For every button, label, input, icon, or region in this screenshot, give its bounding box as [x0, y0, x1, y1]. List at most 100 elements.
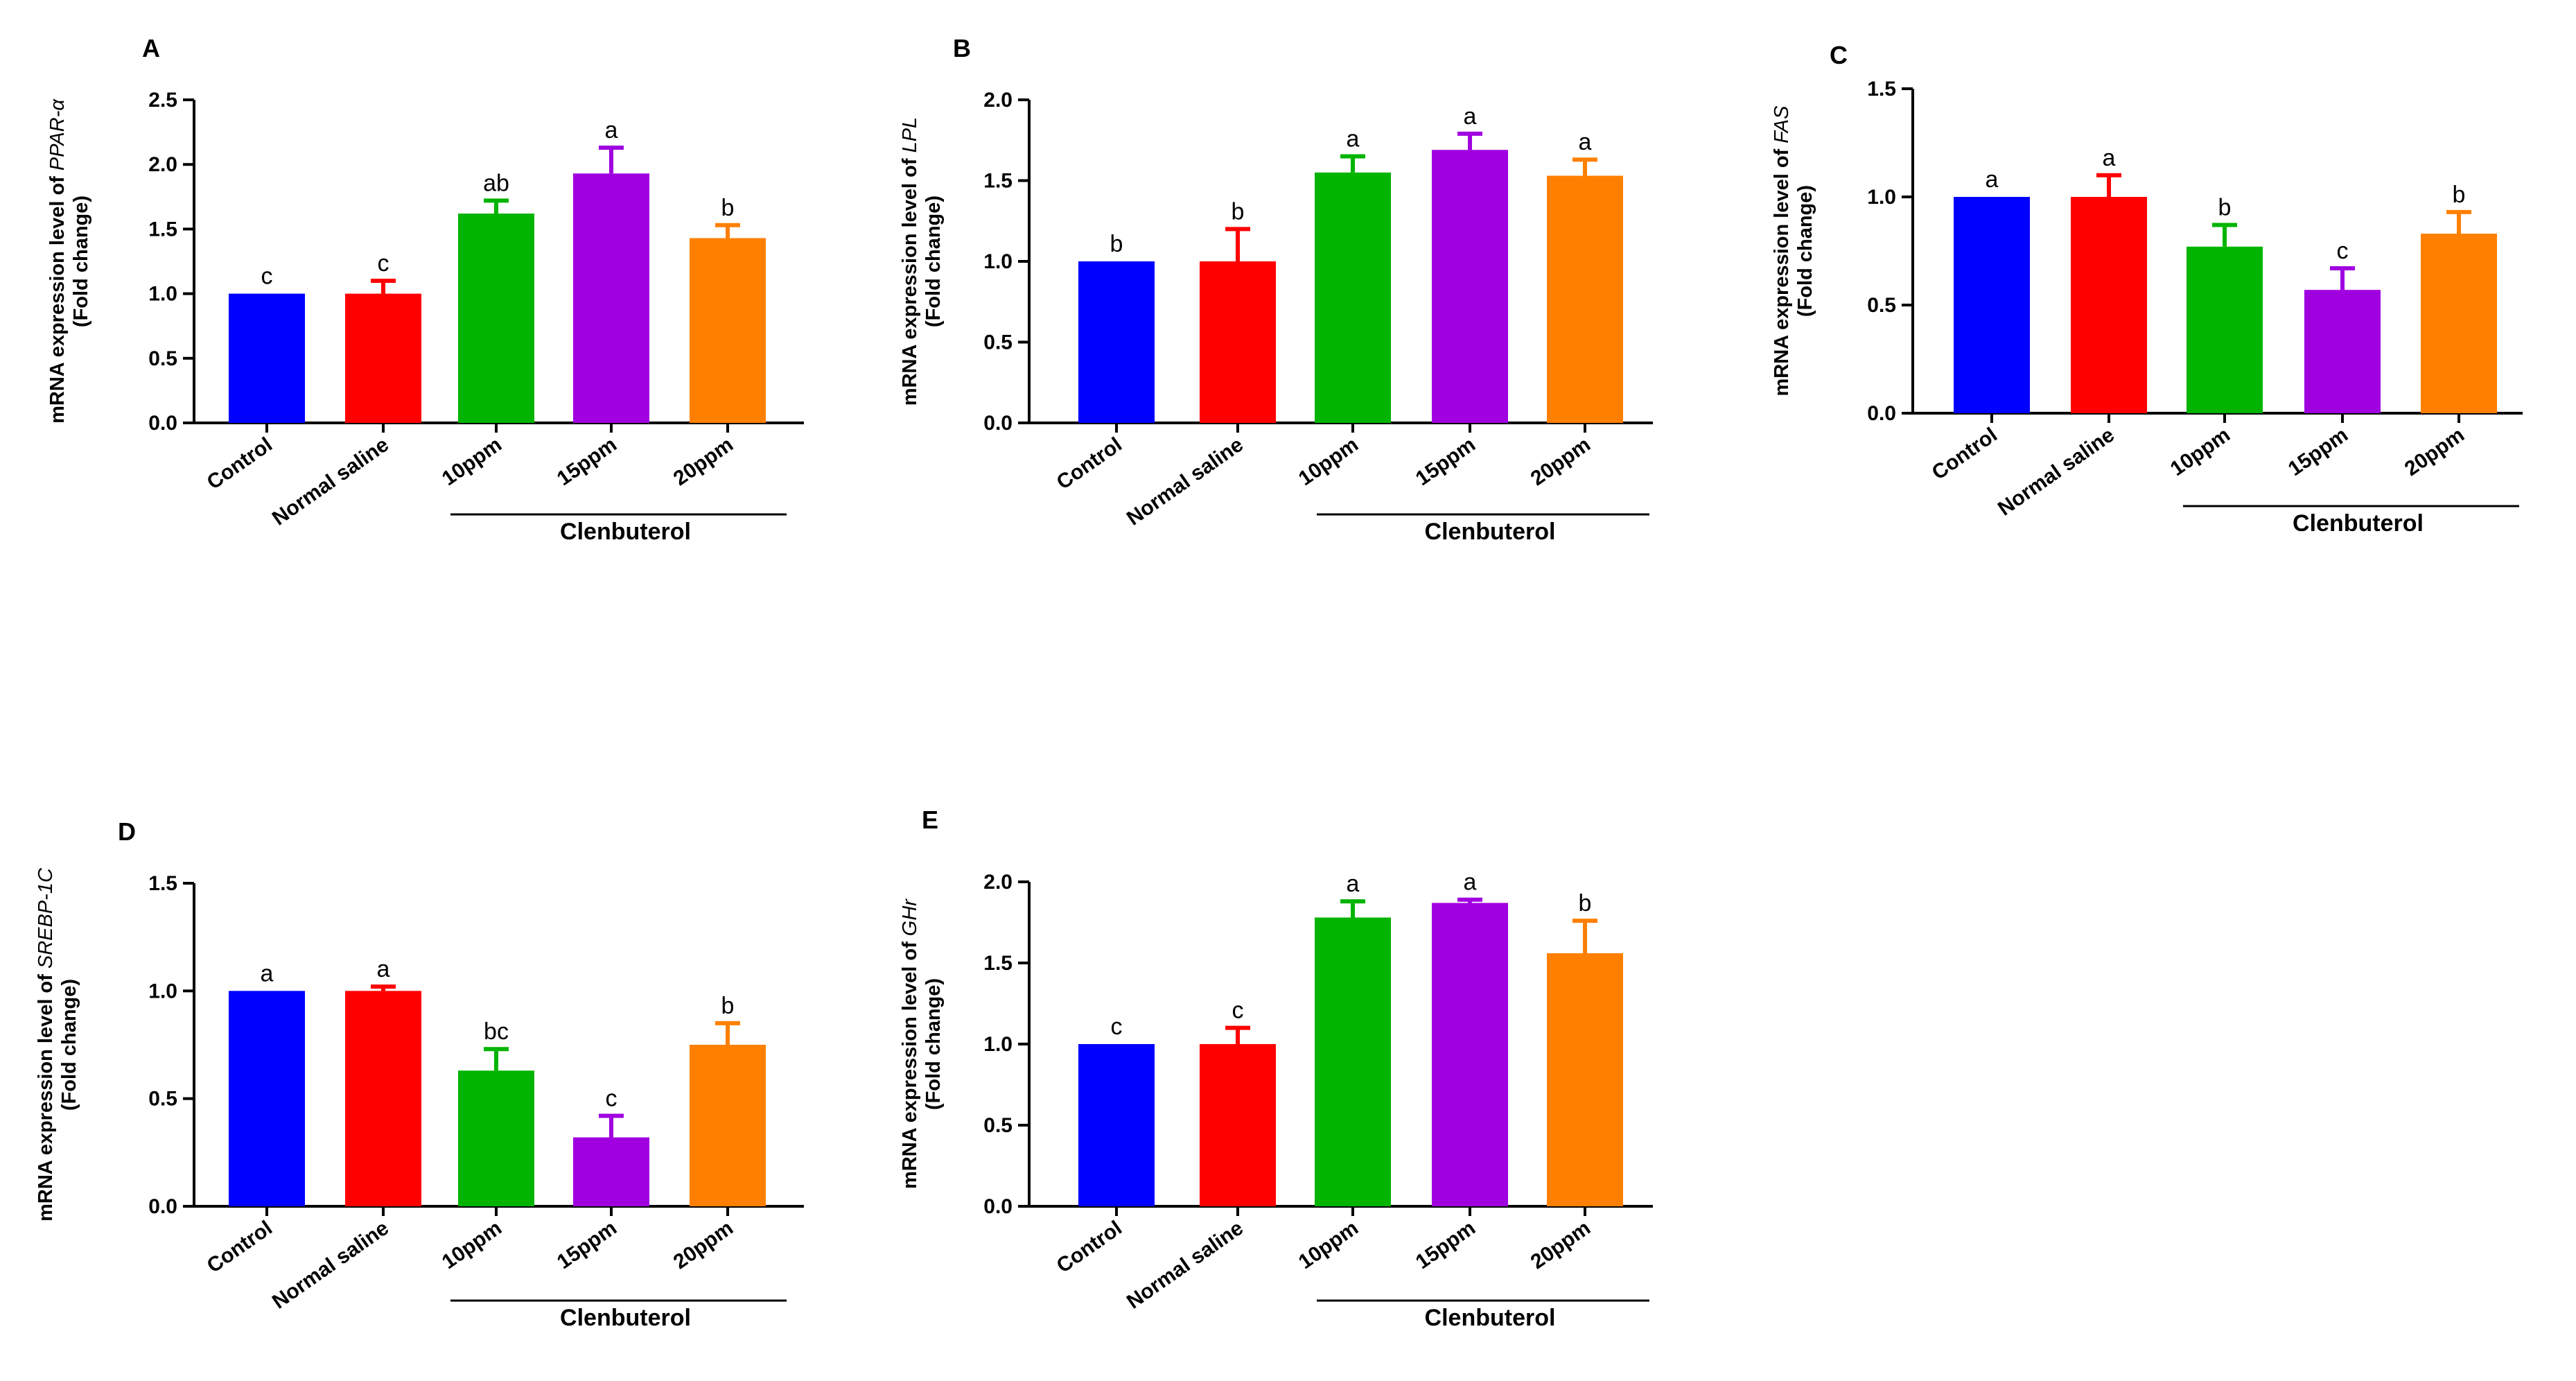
y-tick-label: 0.0 — [1867, 402, 1896, 425]
y-axis-gene-name: LPL — [899, 117, 921, 153]
category-label: 20ppm — [669, 1217, 737, 1274]
significance-letter: c — [2337, 238, 2349, 264]
panel-letter: C — [1830, 41, 1848, 69]
category-label: 10ppm — [438, 433, 506, 490]
bar-10ppm — [1315, 172, 1391, 423]
y-tick-label: 1.5 — [983, 952, 1013, 975]
y-axis-label: mRNA expression level of LPL — [899, 117, 921, 406]
bar-15ppm — [1432, 903, 1508, 1206]
category-label: 20ppm — [2401, 424, 2469, 480]
bar-10ppm — [2187, 246, 2263, 413]
significance-letter: a — [377, 956, 390, 982]
y-axis-gene-name: GHr — [899, 898, 921, 937]
y-axis-label-unit: (Fold change) — [70, 196, 92, 327]
y-tick-label: 0.5 — [148, 1088, 177, 1111]
y-tick-label: 0.5 — [1867, 294, 1896, 317]
y-tick-label: 0.0 — [983, 1195, 1013, 1218]
category-label: 15ppm — [553, 433, 621, 490]
y-axis-label-prefix: mRNA expression level of — [1771, 144, 1793, 397]
y-tick-label: 2.0 — [983, 89, 1013, 112]
bar-10ppm — [458, 1070, 534, 1206]
y-axis-label-prefix: mRNA expression level of — [46, 171, 69, 424]
significance-letter: a — [1347, 871, 1360, 897]
y-axis-gene-name: FAS — [1771, 105, 1793, 144]
bar-20ppm — [690, 238, 766, 423]
bar-15ppm — [1432, 150, 1508, 424]
y-tick-label: 1.5 — [148, 218, 177, 241]
y-tick-label: 1.0 — [1867, 186, 1896, 209]
y-tick-label: 0.0 — [148, 1195, 177, 1218]
category-label: 20ppm — [1527, 1217, 1595, 1274]
y-tick-label: 2.0 — [148, 153, 177, 176]
category-label: 10ppm — [1295, 1217, 1363, 1274]
significance-letter: a — [2103, 145, 2116, 171]
category-label: 20ppm — [669, 433, 737, 490]
category-label: 10ppm — [1295, 433, 1363, 490]
bar-20ppm — [1547, 175, 1623, 423]
bar-control — [1954, 197, 2030, 413]
y-axis-label-prefix: mRNA expression level of — [899, 153, 921, 406]
category-label: 10ppm — [2166, 424, 2234, 480]
y-axis-label: mRNA expression level of PPAR-α — [46, 98, 69, 424]
category-label: Control — [1053, 1217, 1126, 1278]
y-axis-label-unit: (Fold change) — [922, 978, 945, 1110]
category-label: Normal saline — [1123, 1217, 1247, 1314]
significance-letter: b — [1232, 198, 1245, 225]
significance-letter: b — [721, 993, 735, 1019]
y-axis-label: mRNA expression level of GHr — [899, 898, 921, 1189]
bar-20ppm — [1547, 953, 1623, 1206]
y-tick-label: 2.5 — [148, 89, 177, 112]
y-tick-label: 1.0 — [148, 283, 177, 306]
significance-letter: b — [1110, 231, 1123, 257]
bar-control — [229, 991, 305, 1206]
significance-letter: a — [261, 960, 274, 987]
panel-letter: D — [118, 817, 136, 846]
bar-normal-saline — [1200, 261, 1276, 423]
significance-letter: b — [1579, 890, 1592, 917]
significance-letter: c — [1111, 1014, 1123, 1040]
y-tick-label: 0.0 — [983, 412, 1013, 435]
category-label: Control — [203, 433, 277, 494]
y-axis-gene-name: SREBP-1C — [35, 867, 57, 969]
bar-15ppm — [573, 173, 649, 424]
panel-B: B 0.0 0.5 1.0 1.5 2.0 mRNA expression level of… — [899, 34, 1653, 545]
significance-letter: b — [2218, 195, 2232, 221]
group-label: Clenbuterol — [560, 519, 691, 545]
bar-20ppm — [690, 1045, 766, 1206]
bar-20ppm — [2421, 234, 2497, 413]
panel-E: E 0.0 0.5 1.0 1.5 2.0 mRNA expression level of… — [899, 806, 1653, 1331]
bar-control — [229, 293, 305, 423]
significance-letter: c — [378, 250, 389, 277]
y-tick-label: 0.0 — [148, 412, 177, 435]
y-tick-label: 0.5 — [983, 331, 1013, 354]
significance-letter: a — [1464, 869, 1477, 896]
y-axis-label: mRNA expression level of FAS — [1771, 105, 1793, 397]
category-label: 20ppm — [1527, 433, 1595, 490]
bar-normal-saline — [345, 293, 421, 423]
significance-letter: b — [2453, 182, 2466, 208]
significance-letter: b — [721, 195, 735, 221]
significance-letter: a — [1579, 129, 1592, 155]
significance-letter: c — [606, 1086, 617, 1112]
panel-letter: A — [142, 34, 160, 62]
y-axis-label-unit: (Fold change) — [1794, 185, 1816, 317]
y-axis-label: mRNA expression level of SREBP-1C — [35, 867, 57, 1222]
category-label: 15ppm — [2284, 424, 2352, 480]
significance-letter: c — [261, 263, 273, 290]
significance-letter: c — [1232, 998, 1244, 1024]
category-label: 15ppm — [1412, 1217, 1480, 1274]
y-axis-label-prefix: mRNA expression level of — [899, 936, 921, 1189]
significance-letter: ab — [483, 170, 509, 196]
category-label: Normal saline — [268, 433, 393, 530]
y-tick-label: 1.0 — [148, 980, 177, 1002]
panel-letter: E — [922, 806, 938, 834]
group-label: Clenbuterol — [2293, 510, 2424, 537]
bar-10ppm — [1315, 917, 1391, 1206]
y-tick-label: 1.0 — [983, 1033, 1013, 1056]
category-label: Control — [1053, 433, 1126, 494]
category-label: Normal saline — [268, 1217, 393, 1314]
y-tick-label: 0.5 — [148, 347, 177, 370]
y-tick-label: 1.0 — [983, 250, 1013, 273]
y-tick-label: 1.5 — [983, 170, 1013, 193]
y-tick-label: 1.5 — [1867, 78, 1896, 101]
